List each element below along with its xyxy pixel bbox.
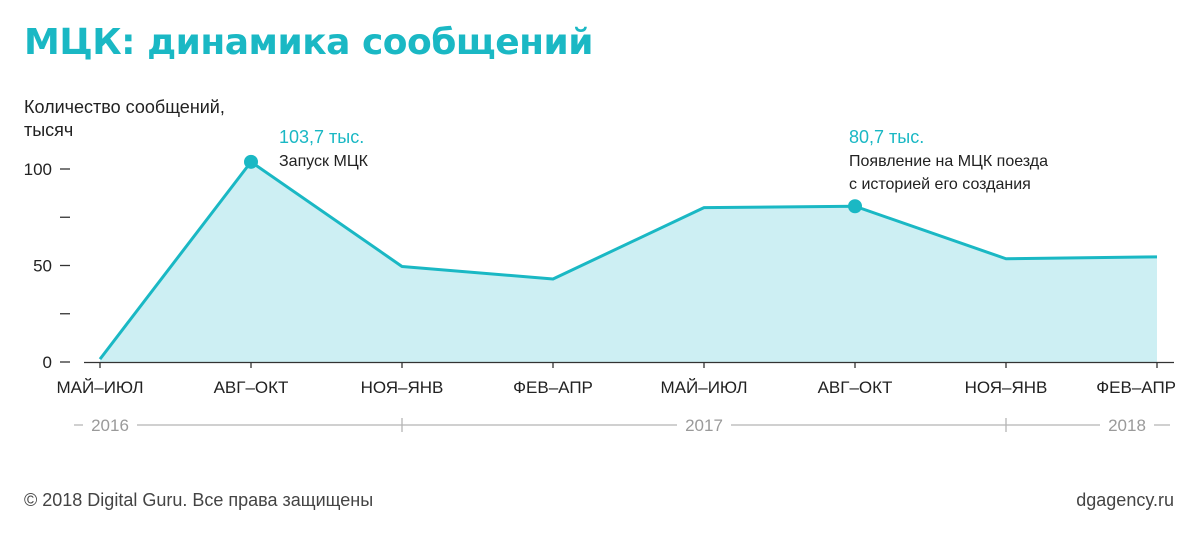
x-tick-label: МАЙ–ИЮЛ xyxy=(661,378,748,397)
x-tick-label: НОЯ–ЯНВ xyxy=(361,378,444,397)
series-line xyxy=(98,160,1158,361)
x-tick-label: АВГ–ОКТ xyxy=(818,378,893,397)
annotation-point xyxy=(848,199,862,214)
x-tick-label: НОЯ–ЯНВ xyxy=(965,378,1048,397)
year-label: 2017 xyxy=(685,416,723,435)
y-axis-label-line-1: Количество сообщений, xyxy=(24,97,225,117)
x-tick-label: ФЕВ–АПР xyxy=(513,378,593,397)
x-tick-label: ФЕВ–АПР xyxy=(1096,378,1176,397)
year-label-bg xyxy=(83,413,137,437)
annotation-point xyxy=(244,154,258,169)
year-label-bg xyxy=(677,413,731,437)
chart-title: МЦК: динамика сообщений xyxy=(24,22,593,63)
y-tick-label: 0 xyxy=(43,353,52,372)
x-tick-label: АВГ–ОКТ xyxy=(214,378,289,397)
annotation-text: с историей его создания xyxy=(849,176,1031,193)
site-link[interactable]: dgagency.ru xyxy=(1076,490,1174,510)
y-tick-label: 50 xyxy=(33,257,52,276)
y-tick-label: 100 xyxy=(24,160,52,179)
y-axis-label: Количество сообщений, тысяч xyxy=(24,96,225,142)
x-tick-label: МАЙ–ИЮЛ xyxy=(57,378,144,397)
annotation-value: 103,7 тыс. xyxy=(279,127,364,147)
annotation-text: Запуск МЦК xyxy=(279,153,369,170)
year-label: 2016 xyxy=(91,416,129,435)
annotation-value: 80,7 тыс. xyxy=(849,127,924,147)
annotation-text: Появление на МЦК поезда xyxy=(849,153,1048,170)
copyright-text: © 2018 Digital Guru. Все права защищены xyxy=(24,490,374,510)
year-label: 2018 xyxy=(1108,416,1146,435)
area-fill xyxy=(100,161,1157,362)
y-axis-label-line-2: тысяч xyxy=(24,120,74,140)
year-label-bg xyxy=(1100,413,1154,437)
